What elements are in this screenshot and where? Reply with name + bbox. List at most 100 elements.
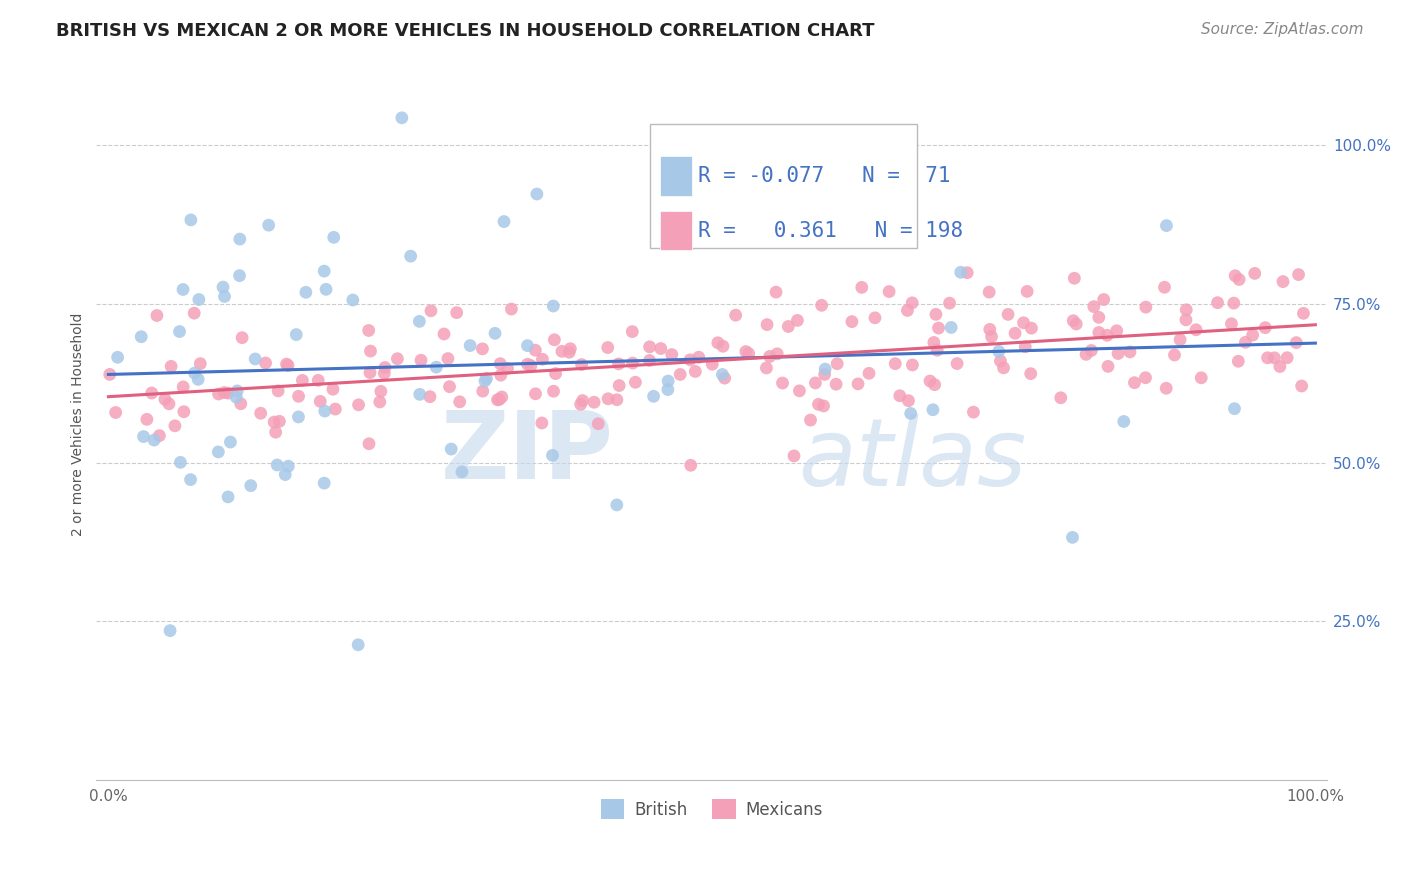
Point: [1275, 351, 1298, 365]
Point: [1243, 267, 1265, 281]
Point: [1223, 296, 1246, 310]
Point: [638, 340, 661, 354]
Point: [169, 455, 191, 469]
Point: [1012, 316, 1035, 330]
Point: [1080, 343, 1102, 358]
Text: R = -0.077   N =  71: R = -0.077 N = 71: [697, 166, 950, 186]
Point: [606, 392, 628, 407]
Point: [638, 353, 661, 368]
Point: [439, 379, 461, 393]
Point: [217, 386, 239, 401]
Point: [263, 415, 285, 429]
Point: [979, 285, 1001, 299]
Point: [391, 111, 413, 125]
Point: [287, 409, 309, 424]
Point: [496, 361, 519, 376]
Point: [360, 344, 382, 359]
Point: [347, 638, 370, 652]
Point: [804, 376, 827, 390]
Point: [141, 386, 163, 401]
Point: [474, 374, 496, 388]
Point: [226, 384, 249, 398]
Point: [1257, 351, 1279, 365]
Point: [702, 154, 724, 169]
Point: [1263, 351, 1285, 365]
Point: [1241, 328, 1264, 343]
Point: [267, 384, 290, 398]
Point: [458, 338, 481, 352]
Point: [758, 350, 780, 364]
Point: [285, 327, 308, 342]
Point: [941, 320, 963, 334]
Point: [755, 361, 778, 376]
Point: [516, 338, 538, 352]
Point: [501, 301, 523, 316]
Point: [530, 416, 553, 430]
Point: [799, 413, 821, 427]
Point: [813, 399, 835, 413]
Point: [669, 368, 692, 382]
Point: [993, 360, 1015, 375]
Point: [374, 360, 396, 375]
Point: [863, 310, 886, 325]
Point: [1062, 530, 1084, 544]
Point: [814, 362, 837, 376]
Point: [359, 366, 381, 380]
Point: [949, 265, 972, 279]
Point: [756, 318, 779, 332]
Point: [524, 386, 547, 401]
Point: [1189, 371, 1212, 385]
Point: [437, 351, 460, 366]
Point: [621, 325, 644, 339]
Point: [1119, 345, 1142, 359]
Point: [606, 498, 628, 512]
Point: [997, 307, 1019, 321]
Point: [946, 357, 969, 371]
Point: [924, 377, 946, 392]
Point: [520, 359, 543, 373]
Point: [980, 329, 1002, 343]
Point: [1062, 314, 1084, 328]
Point: [531, 352, 554, 367]
Point: [433, 326, 456, 341]
Point: [1291, 379, 1313, 393]
Point: [1174, 313, 1197, 327]
Point: [153, 392, 176, 407]
Point: [1088, 310, 1111, 325]
Point: [778, 319, 800, 334]
Point: [484, 326, 506, 341]
Point: [583, 395, 606, 409]
Point: [173, 405, 195, 419]
Point: [314, 264, 336, 278]
Legend: British, Mexicans: British, Mexicans: [595, 793, 830, 825]
Point: [516, 357, 538, 371]
Point: [586, 417, 609, 431]
Point: [543, 384, 565, 399]
Point: [1168, 333, 1191, 347]
Point: [1095, 328, 1118, 343]
Point: [711, 339, 734, 353]
Point: [370, 384, 392, 399]
Point: [98, 368, 121, 382]
Point: [598, 392, 620, 406]
Point: [440, 442, 463, 456]
Point: [183, 306, 205, 320]
Point: [471, 384, 494, 399]
Point: [307, 373, 329, 387]
Point: [187, 293, 209, 307]
Point: [132, 429, 155, 443]
Point: [1175, 302, 1198, 317]
Point: [607, 378, 630, 392]
Point: [163, 418, 186, 433]
Point: [491, 390, 513, 404]
Text: Source: ZipAtlas.com: Source: ZipAtlas.com: [1201, 22, 1364, 37]
Point: [229, 397, 252, 411]
Point: [187, 372, 209, 386]
Point: [129, 329, 152, 343]
Point: [1227, 272, 1250, 286]
Point: [214, 289, 236, 303]
Point: [357, 436, 380, 450]
Point: [543, 299, 565, 313]
Point: [212, 280, 235, 294]
Point: [783, 449, 806, 463]
